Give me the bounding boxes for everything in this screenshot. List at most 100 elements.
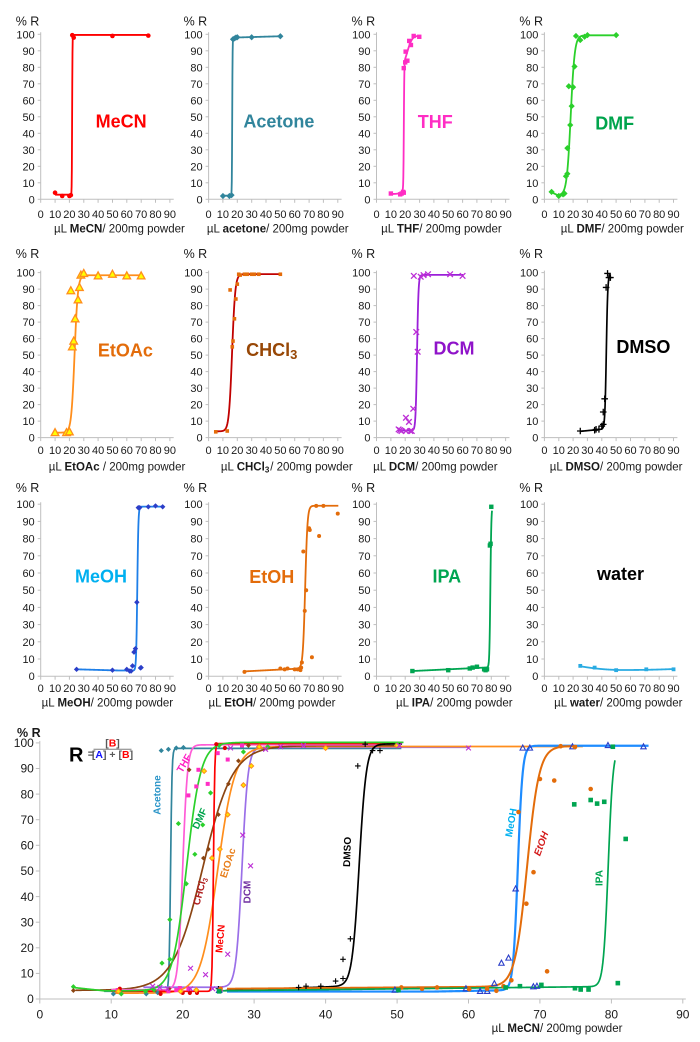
svg-text:90: 90 [676, 1008, 690, 1022]
svg-text:80: 80 [526, 62, 538, 74]
svg-text:EtOH: EtOH [249, 567, 294, 587]
svg-text:50: 50 [390, 1008, 404, 1022]
svg-text:30: 30 [581, 209, 593, 221]
svg-text:100: 100 [184, 268, 202, 280]
svg-text:[A] + [B]: [A] + [B] [92, 749, 133, 761]
svg-text:60: 60 [456, 209, 468, 221]
svg-text:80: 80 [526, 534, 538, 546]
svg-text:DMSO: DMSO [616, 337, 670, 357]
svg-text:40: 40 [260, 445, 272, 457]
svg-text:40: 40 [22, 602, 34, 614]
svg-text:40: 40 [190, 602, 202, 614]
svg-text:µL DMF/ 200mg powder: µL DMF/ 200mg powder [561, 223, 684, 235]
svg-text:20: 20 [358, 637, 370, 649]
svg-text:10: 10 [358, 178, 370, 190]
svg-text:80: 80 [358, 534, 370, 546]
svg-text:30: 30 [358, 383, 370, 395]
svg-text:50: 50 [106, 683, 118, 695]
svg-text:90: 90 [526, 516, 538, 528]
svg-text:90: 90 [332, 209, 344, 221]
svg-text:70: 70 [190, 551, 202, 563]
svg-text:40: 40 [526, 128, 538, 140]
svg-text:MeOH: MeOH [504, 808, 520, 838]
svg-text:70: 70 [22, 79, 34, 91]
svg-text:60: 60 [358, 334, 370, 346]
svg-text:20: 20 [176, 1008, 190, 1022]
svg-text:10: 10 [217, 209, 229, 221]
svg-text:0: 0 [27, 992, 34, 1006]
svg-text:DMSO: DMSO [342, 837, 354, 868]
svg-text:0: 0 [38, 445, 44, 457]
svg-text:100: 100 [520, 268, 538, 280]
svg-text:70: 70 [471, 209, 483, 221]
svg-text:50: 50 [526, 350, 538, 362]
svg-text:20: 20 [526, 161, 538, 173]
svg-text:50: 50 [190, 585, 202, 597]
svg-text:20: 20 [22, 161, 34, 173]
svg-text:50: 50 [610, 683, 622, 695]
svg-text:90: 90 [22, 516, 34, 528]
svg-text:40: 40 [92, 683, 104, 695]
svg-text:20: 20 [567, 683, 579, 695]
svg-text:% R: % R [352, 15, 376, 29]
svg-text:µL MeOH/ 200mg powder: µL MeOH/ 200mg powder [42, 697, 174, 709]
svg-text:80: 80 [526, 301, 538, 313]
svg-text:50: 50 [442, 209, 454, 221]
svg-text:30: 30 [78, 209, 90, 221]
svg-text:µL THF/ 200mg powder: µL THF/ 200mg powder [381, 223, 502, 235]
svg-text:10: 10 [358, 654, 370, 666]
svg-text:µL EtOH/ 200mg powder: µL EtOH/ 200mg powder [208, 697, 335, 709]
svg-text:20: 20 [231, 683, 243, 695]
svg-text:50: 50 [358, 112, 370, 124]
svg-text:40: 40 [596, 445, 608, 457]
svg-text:0: 0 [206, 683, 212, 695]
svg-text:60: 60 [190, 568, 202, 580]
svg-text:80: 80 [190, 301, 202, 313]
svg-text:90: 90 [332, 683, 344, 695]
svg-text:90: 90 [22, 46, 34, 58]
svg-text:40: 40 [428, 209, 440, 221]
svg-text:40: 40 [260, 683, 272, 695]
svg-text:0: 0 [38, 209, 44, 221]
svg-text:20: 20 [63, 683, 75, 695]
svg-text:10: 10 [553, 683, 565, 695]
svg-text:90: 90 [190, 46, 202, 58]
svg-text:0: 0 [373, 209, 379, 221]
svg-text:10: 10 [190, 416, 202, 428]
svg-text:60: 60 [190, 95, 202, 107]
svg-text:30: 30 [22, 383, 34, 395]
svg-text:80: 80 [485, 445, 497, 457]
svg-text:0: 0 [29, 671, 35, 683]
svg-text:10: 10 [526, 178, 538, 190]
svg-text:30: 30 [581, 683, 593, 695]
svg-text:90: 90 [499, 209, 511, 221]
svg-text:10: 10 [385, 683, 397, 695]
svg-text:90: 90 [190, 284, 202, 296]
svg-text:50: 50 [190, 350, 202, 362]
svg-text:80: 80 [605, 1008, 619, 1022]
svg-text:80: 80 [149, 209, 161, 221]
svg-text:30: 30 [526, 620, 538, 632]
svg-text:40: 40 [428, 683, 440, 695]
svg-text:0: 0 [206, 209, 212, 221]
svg-text:IPA: IPA [432, 566, 461, 586]
svg-text:40: 40 [260, 209, 272, 221]
svg-text:0: 0 [364, 433, 370, 445]
svg-text:100: 100 [520, 499, 538, 511]
svg-text:0: 0 [196, 671, 202, 683]
svg-text:40: 40 [526, 602, 538, 614]
svg-text:80: 80 [190, 62, 202, 74]
svg-text:70: 70 [358, 317, 370, 329]
svg-text:50: 50 [274, 683, 286, 695]
svg-text:50: 50 [358, 350, 370, 362]
svg-text:10: 10 [105, 1008, 119, 1022]
svg-text:30: 30 [247, 1008, 261, 1022]
svg-text:60: 60 [121, 683, 133, 695]
svg-text:50: 50 [442, 445, 454, 457]
svg-text:50: 50 [442, 683, 454, 695]
svg-text:30: 30 [190, 383, 202, 395]
svg-text:70: 70 [303, 445, 315, 457]
svg-text:30: 30 [246, 445, 258, 457]
svg-text:µL water/ 200mg powder: µL water/ 200mg powder [554, 697, 682, 709]
svg-text:IPA: IPA [595, 870, 606, 886]
